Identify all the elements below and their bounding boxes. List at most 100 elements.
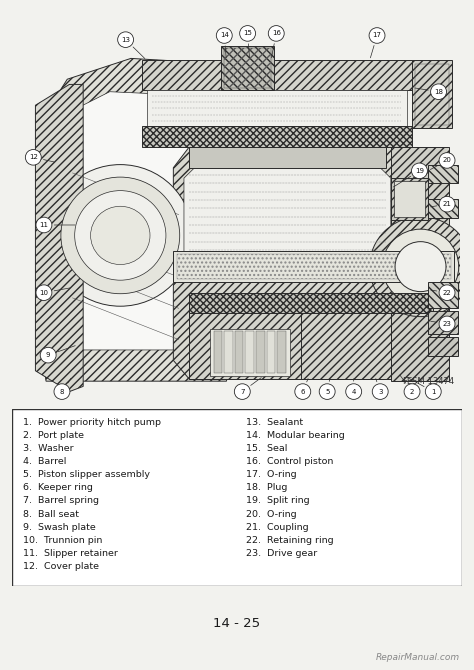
Bar — [189, 314, 391, 379]
Polygon shape — [210, 329, 290, 376]
Circle shape — [425, 384, 441, 399]
Text: 9.  Swash plate: 9. Swash plate — [23, 523, 96, 532]
Text: RepairManual.com: RepairManual.com — [376, 653, 460, 663]
Polygon shape — [173, 147, 428, 379]
Bar — [142, 126, 412, 147]
Bar — [415, 64, 449, 125]
Text: 3: 3 — [378, 389, 383, 395]
Text: FESM-13474: FESM-13474 — [402, 377, 455, 387]
Text: 14: 14 — [220, 32, 229, 38]
Circle shape — [91, 206, 150, 265]
Circle shape — [430, 84, 447, 100]
Circle shape — [372, 384, 388, 399]
Text: 18.  Plug: 18. Plug — [246, 483, 287, 492]
Text: 21.  Coupling: 21. Coupling — [246, 523, 309, 532]
Bar — [428, 165, 458, 184]
Text: 7: 7 — [240, 389, 245, 395]
Circle shape — [439, 153, 455, 168]
Bar — [428, 282, 458, 308]
Text: 8: 8 — [60, 389, 64, 395]
Bar — [256, 331, 264, 373]
Bar — [412, 60, 452, 128]
FancyBboxPatch shape — [12, 409, 462, 586]
Text: 21: 21 — [443, 201, 452, 207]
Circle shape — [36, 285, 52, 300]
Text: 23.  Drive gear: 23. Drive gear — [246, 549, 317, 558]
Polygon shape — [36, 58, 253, 381]
Bar — [224, 48, 271, 88]
Text: 5: 5 — [325, 389, 329, 395]
Bar — [147, 90, 407, 126]
Text: 7.  Barrel spring: 7. Barrel spring — [23, 496, 99, 505]
Text: 5.  Piston slipper assembly: 5. Piston slipper assembly — [23, 470, 150, 479]
Circle shape — [439, 285, 455, 300]
Text: 4.  Barrel: 4. Barrel — [23, 457, 66, 466]
Circle shape — [234, 384, 250, 399]
Circle shape — [346, 384, 362, 399]
Text: 22: 22 — [443, 289, 451, 295]
Circle shape — [40, 347, 56, 363]
Bar — [277, 331, 286, 373]
Bar — [428, 199, 458, 218]
Circle shape — [369, 27, 385, 44]
Text: 10: 10 — [39, 289, 48, 295]
Circle shape — [439, 316, 455, 332]
Text: 10.  Trunnion pin: 10. Trunnion pin — [23, 536, 102, 545]
Circle shape — [25, 149, 41, 165]
Text: 17: 17 — [373, 32, 382, 38]
Bar — [214, 331, 222, 373]
Bar — [301, 314, 391, 379]
Circle shape — [411, 163, 428, 179]
Circle shape — [383, 229, 459, 304]
Bar — [428, 338, 458, 356]
Polygon shape — [57, 92, 237, 350]
Circle shape — [75, 191, 166, 280]
Bar — [189, 293, 433, 314]
Circle shape — [439, 196, 455, 212]
Text: 18: 18 — [434, 88, 443, 94]
Text: 13: 13 — [121, 37, 130, 43]
Circle shape — [295, 384, 311, 399]
Text: 2: 2 — [410, 389, 414, 395]
Polygon shape — [184, 163, 391, 282]
Bar — [391, 147, 449, 381]
Text: 6: 6 — [301, 389, 305, 395]
Text: 12: 12 — [29, 154, 38, 160]
Bar — [235, 331, 243, 373]
Text: 16.  Control piston: 16. Control piston — [246, 457, 333, 466]
Text: 23: 23 — [443, 321, 452, 327]
Text: 22.  Retaining ring: 22. Retaining ring — [246, 536, 334, 545]
Circle shape — [395, 242, 446, 291]
Text: 1: 1 — [431, 389, 436, 395]
Bar — [394, 182, 425, 216]
Text: 17.  O-ring: 17. O-ring — [246, 470, 297, 479]
Circle shape — [36, 217, 52, 232]
Polygon shape — [36, 84, 83, 391]
Circle shape — [61, 177, 180, 293]
Text: 20: 20 — [443, 157, 452, 163]
Bar — [173, 251, 455, 282]
Text: 8.  Ball seat: 8. Ball seat — [23, 510, 79, 519]
Text: 3.  Washer: 3. Washer — [23, 444, 74, 453]
Circle shape — [48, 165, 192, 306]
Text: 6.  Keeper ring: 6. Keeper ring — [23, 483, 93, 492]
Bar — [224, 331, 233, 373]
Text: 11.  Slipper retainer: 11. Slipper retainer — [23, 549, 118, 558]
Text: 9: 9 — [46, 352, 50, 358]
Circle shape — [54, 384, 70, 399]
Circle shape — [216, 27, 232, 44]
Text: 13.  Sealant: 13. Sealant — [246, 417, 303, 427]
Text: 4: 4 — [352, 389, 356, 395]
Bar — [142, 60, 412, 90]
Circle shape — [404, 384, 420, 399]
Text: 16: 16 — [272, 30, 281, 36]
Bar — [221, 46, 274, 90]
Text: 1.  Power priority hitch pump: 1. Power priority hitch pump — [23, 417, 161, 427]
Text: 15.  Seal: 15. Seal — [246, 444, 287, 453]
Circle shape — [319, 384, 335, 399]
Text: 15: 15 — [243, 30, 252, 36]
Circle shape — [370, 216, 472, 317]
Bar — [189, 147, 385, 168]
Bar — [428, 312, 458, 334]
Circle shape — [268, 25, 284, 42]
